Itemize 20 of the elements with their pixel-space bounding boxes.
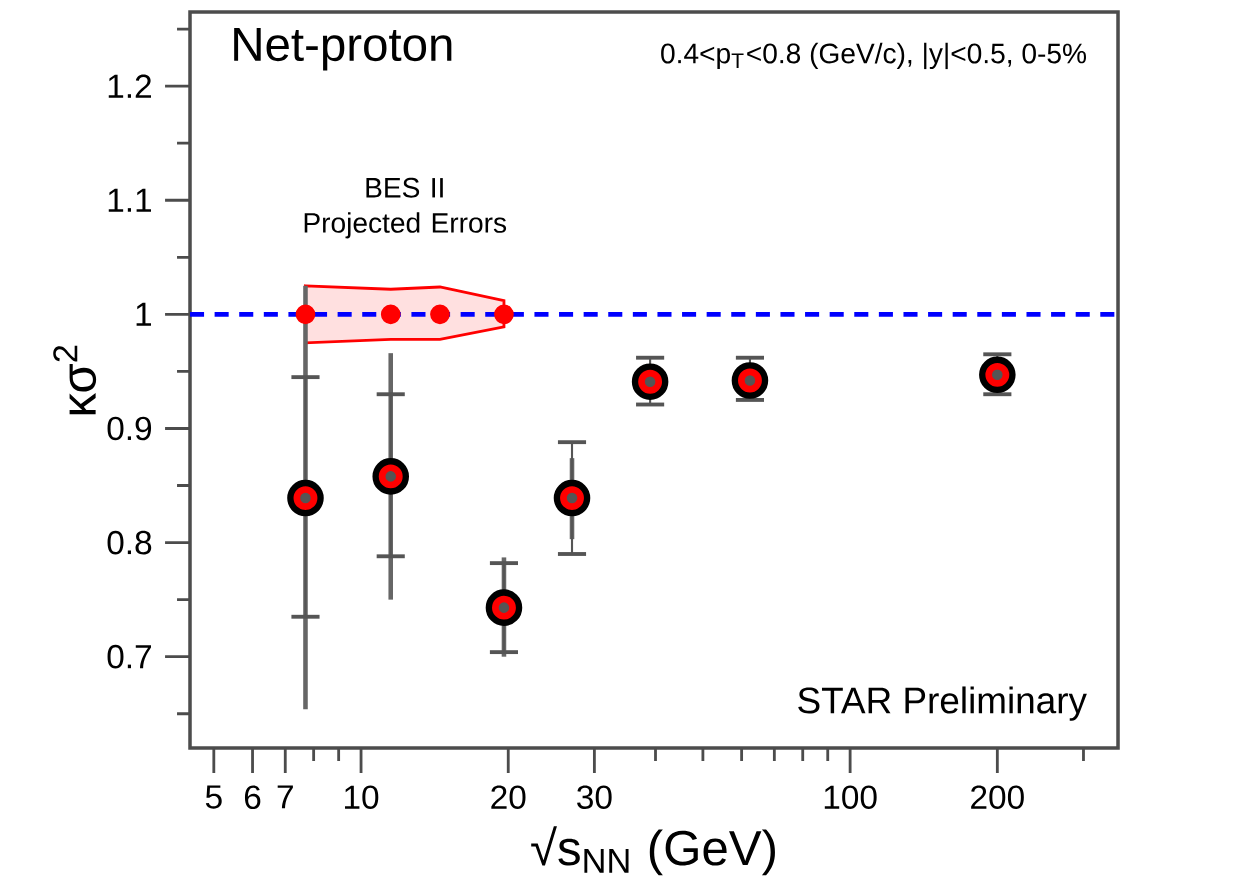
- annotation: BES II Projected Errors: [304, 177, 507, 239]
- x-tick-label: 10: [345, 785, 379, 810]
- y-tick-label: 0.9: [107, 416, 152, 441]
- x-tick-label: 5: [205, 785, 222, 809]
- x-tick-label: 6: [244, 785, 261, 810]
- y-tick-label: 1.1: [108, 188, 151, 212]
- x-axis-title: √s$_{NN}$ (GeV): [531, 826, 775, 876]
- x-tick-label: 200: [971, 785, 1024, 810]
- y-tick-label: 0.7: [107, 644, 151, 669]
- annotation: STAR Preliminary: [798, 686, 1087, 721]
- chart-title: Net-proton: [234, 28, 452, 71]
- y-axis-title: κσ$^{2}$: [53, 345, 97, 415]
- x-tick-label: 30: [577, 785, 612, 810]
- text: 0.4<p$_{T}$<0.8 (GeV/c), |y|<0.5, 0-5%: [661, 42, 1086, 70]
- y-tick-label: 0.8: [107, 530, 152, 555]
- x-tick-label: 7: [277, 785, 293, 809]
- x-tick-label: 100: [824, 785, 877, 810]
- x-tick-label: 20: [491, 785, 526, 810]
- y-tick-label: 1.2: [108, 74, 151, 98]
- y-tick-label: 1: [136, 302, 151, 326]
